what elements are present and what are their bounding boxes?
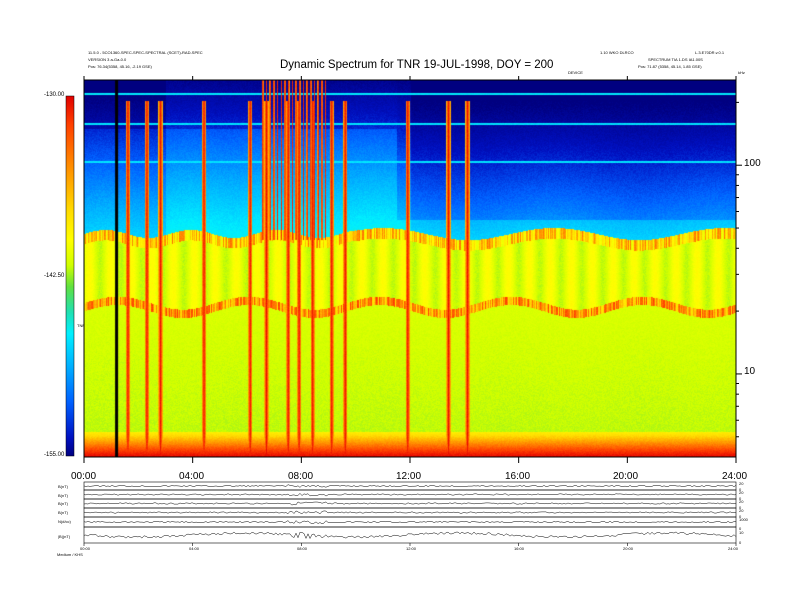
spectrogram-heatmap [84, 80, 736, 457]
lower-panel-series-line [83, 520, 737, 525]
colorbar [66, 96, 74, 456]
x-tick-label: 08:00 [288, 471, 314, 482]
panel-right-tick: 1000 [739, 517, 748, 522]
footer-label: Medium / KHS [57, 552, 83, 557]
lower-x-tick-label: 24:00 [728, 546, 739, 551]
panel-right-tick: 10 [739, 530, 744, 535]
lower-panel-series-line [83, 510, 737, 515]
panel-label: B(nT) [58, 484, 68, 489]
colorbar-frame [65, 95, 75, 457]
panel-right-tick: 0 [739, 505, 742, 510]
panel-label: B(nT) [58, 510, 68, 515]
x-tick-label: 04:00 [179, 471, 205, 482]
lower-panel-series-line [83, 501, 737, 506]
corner-unit-tag: kHz [738, 70, 745, 75]
panel-right-tick: 20 [739, 481, 744, 486]
lower-x-tick-label: 00:00 [80, 546, 91, 551]
header-right-top-a: 1.10 WKO DLRCO [600, 50, 634, 55]
x-tick-label: 16:00 [505, 471, 531, 482]
header-right-line3: Pos: 71.87 (5358, 45.14, 1.85 GSE) [638, 64, 702, 69]
lower-x-tick-label: 16:00 [514, 546, 525, 551]
panel-label: N(#/cc) [58, 519, 71, 524]
colorbar-tick-label: -130.00 [44, 92, 65, 98]
lower-x-tick-label: 20:00 [623, 546, 634, 551]
header-right-top-b: L.3.E70DR.v.0.1 [695, 50, 725, 55]
x-tick-label: 24:00 [722, 471, 748, 482]
lower-panel-series-line [83, 531, 737, 540]
panel-right-tick: 20 [739, 499, 744, 504]
header-right-line2: SPECTRUM TIA 1.DS IA1.00S [648, 57, 703, 62]
x-tick-label: 00:00 [71, 471, 97, 482]
panel-right-tick: 0 [739, 496, 742, 501]
y-tick-label-100: 100 [744, 158, 761, 169]
colorbar-tick-label: -155.00 [44, 452, 65, 458]
top-axis-tag: DEVICE [568, 70, 583, 75]
colorbar-tick-label: -142.50 [44, 273, 65, 279]
chart-title: Dynamic Spectrum for TNR 19-JUL-1998, DO… [280, 59, 554, 71]
lower-panel-series-line [83, 493, 737, 497]
lower-panel-frame [83, 526, 737, 544]
panel-label: B(nT) [58, 493, 68, 498]
header-left-line2: VERSION 3 a-Ga-0.0 [88, 57, 127, 62]
panel-label: |B|(nT) [58, 534, 71, 539]
lower-x-tick-label: 04:00 [189, 546, 200, 551]
lower-panel-series-line [83, 484, 737, 488]
lower-panel-frame [83, 516, 737, 528]
header-left-line1: 11.5.0 - 5CO1360-SPEC-SPEC-SPECTRAL (SCE… [88, 50, 203, 55]
panel-right-tick: 0 [739, 514, 742, 519]
colorbar-label: TNR [77, 323, 86, 328]
lower-x-tick-label: 12:00 [406, 546, 417, 551]
panel-right-tick: 0 [739, 540, 742, 545]
panel-label: B(nT) [58, 501, 68, 506]
header-left-line3: Pos: 76.34(5358, 45.16, -2.19 GSE) [88, 64, 152, 69]
x-tick-label: 12:00 [396, 471, 422, 482]
panel-right-tick: 0 [739, 487, 742, 492]
panel-right-tick: 0 [739, 526, 742, 531]
lower-x-tick-label: 08:00 [297, 546, 308, 551]
panel-right-tick: 20 [739, 490, 744, 495]
x-tick-label: 20:00 [613, 471, 639, 482]
y-tick-label-10: 10 [744, 366, 756, 377]
panel-right-tick: 20 [739, 508, 744, 513]
